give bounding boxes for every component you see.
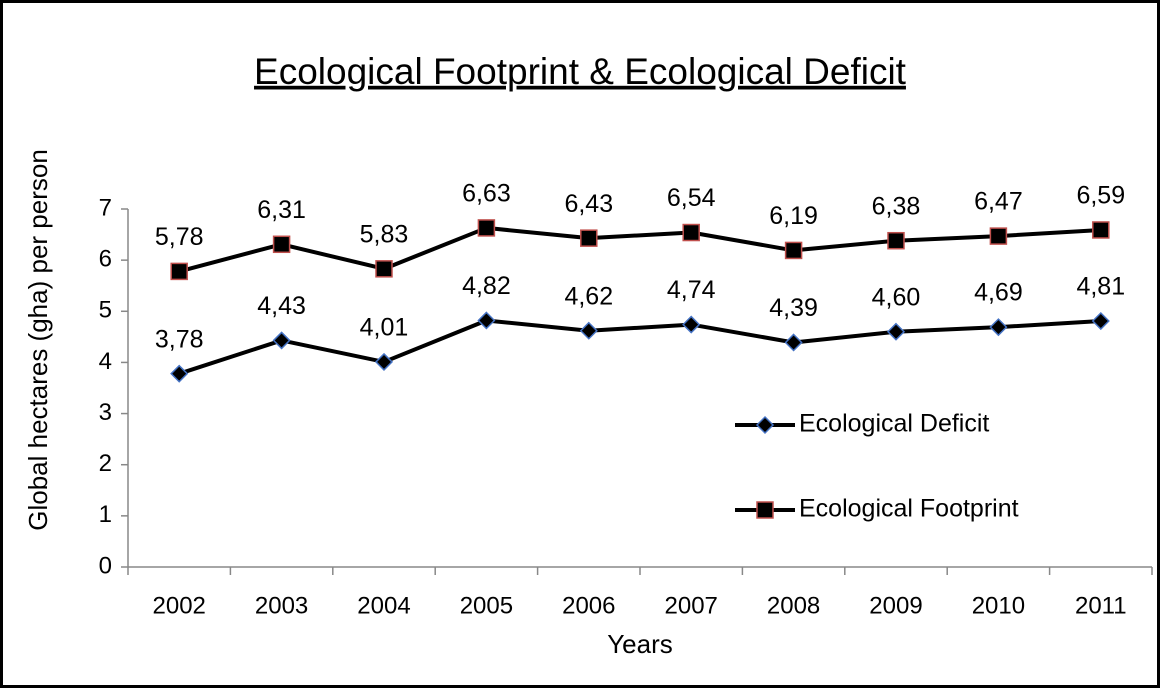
marker-diamond — [477, 311, 496, 330]
marker-diamond — [170, 364, 189, 383]
series-line — [178, 318, 1101, 376]
marker-square — [682, 223, 700, 242]
data-label: 4,01 — [360, 314, 409, 342]
y-tick-label: 2 — [99, 450, 112, 477]
x-tick-label: 2002 — [153, 592, 206, 619]
y-tick-label: 3 — [99, 399, 112, 426]
x-tick-label: 2008 — [767, 592, 820, 619]
marker-square — [375, 260, 393, 278]
legend-marker — [755, 415, 775, 435]
data-label: 6,63 — [462, 180, 511, 208]
legend-marker — [756, 501, 774, 519]
x-tick-label: 2009 — [869, 592, 922, 619]
x-tick-label: 2004 — [357, 592, 410, 619]
marker-square — [1092, 221, 1110, 239]
y-axis-title: Global hectares (gha) per person — [23, 149, 53, 531]
marker-diamond — [579, 321, 598, 340]
y-tick-label: 6 — [99, 245, 112, 272]
data-label: 6,54 — [667, 184, 716, 212]
y-tick-label: 5 — [99, 297, 112, 324]
data-label: 6,43 — [564, 190, 613, 218]
y-tick-label: 7 — [99, 194, 112, 221]
marker-square — [170, 262, 188, 281]
x-axis-title: Years — [607, 629, 673, 659]
marker-square — [580, 229, 598, 247]
legend-label: Ecological Footprint — [799, 495, 1019, 523]
marker-square — [477, 219, 496, 237]
data-label: 6,47 — [974, 188, 1023, 216]
marker-square — [887, 231, 905, 250]
x-tick-label: 2003 — [255, 592, 308, 619]
x-tick-label: 2007 — [665, 592, 718, 619]
marker-diamond — [886, 322, 906, 341]
marker-square — [989, 227, 1008, 245]
y-tick-label: 4 — [99, 348, 112, 375]
data-label: 4,60 — [872, 283, 921, 311]
chart-title: Ecological Footprint & Ecological Defici… — [254, 51, 907, 92]
marker-square — [784, 241, 803, 260]
y-tick-label: 0 — [99, 552, 112, 579]
data-label: 5,78 — [155, 223, 204, 251]
x-tick-label: 2005 — [460, 592, 513, 619]
x-tick-label: 2006 — [562, 592, 615, 619]
data-label: 3,78 — [155, 325, 204, 353]
data-label: 6,19 — [769, 202, 818, 230]
data-label: 4,39 — [769, 294, 818, 322]
marker-diamond — [989, 318, 1008, 337]
data-label: 4,74 — [667, 276, 716, 304]
legend-label: Ecological Deficit — [799, 410, 989, 438]
data-label: 4,62 — [564, 282, 613, 310]
marker-diamond — [374, 352, 394, 371]
series-line — [178, 225, 1101, 274]
data-label: 6,38 — [872, 192, 921, 220]
y-tick-label: 1 — [99, 501, 112, 528]
marker-diamond — [272, 331, 291, 350]
data-label: 5,83 — [360, 220, 409, 248]
x-tick-label: 2010 — [972, 592, 1025, 619]
data-label: 4,43 — [257, 292, 306, 320]
marker-diamond — [1091, 311, 1110, 331]
data-label: 6,59 — [1076, 182, 1125, 210]
data-label: 4,81 — [1076, 273, 1125, 301]
data-label: 4,69 — [974, 279, 1023, 307]
data-label: 4,82 — [462, 272, 511, 300]
marker-diamond — [682, 315, 701, 334]
data-label: 6,31 — [257, 196, 306, 224]
marker-square — [272, 235, 291, 254]
x-tick-label: 2011 — [1075, 592, 1127, 619]
marker-diamond — [784, 333, 803, 352]
